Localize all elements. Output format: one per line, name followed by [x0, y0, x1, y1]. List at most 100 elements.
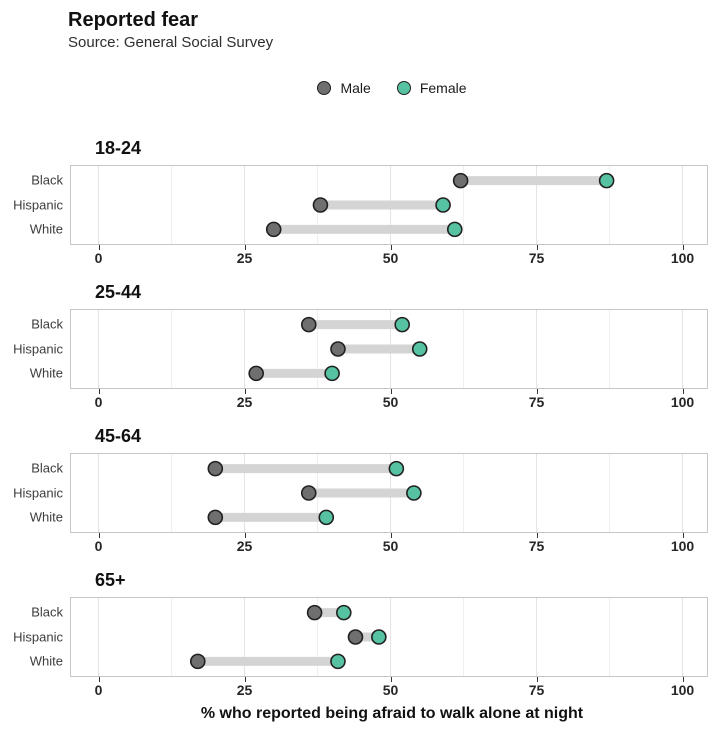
x-axis-track: 0 25 50 75 100 [70, 532, 706, 557]
x-tick-mark [98, 676, 100, 682]
x-tick-label: 100 [670, 681, 695, 698]
legend-label-male: Male [340, 79, 371, 96]
x-tick-mark [536, 532, 538, 538]
facet-title: 25-44 [95, 281, 142, 302]
male-dot [207, 509, 224, 525]
x-tick-mark [682, 244, 684, 250]
female-dot [598, 172, 615, 189]
facet-body: Black Hispanic White [0, 164, 714, 245]
x-tick-mark [390, 676, 392, 682]
female-swatch-icon [396, 80, 411, 95]
x-tick-label: 100 [670, 249, 695, 266]
y-axis-label: Hispanic [13, 485, 63, 501]
x-tick-label: 100 [670, 537, 695, 554]
x-axis-track: 0 25 50 75 100 [70, 388, 706, 413]
x-tick-label: 75 [528, 681, 545, 698]
x-tick-label: 0 [94, 249, 103, 266]
female-dot [335, 604, 352, 621]
male-dot [300, 484, 317, 501]
female-dot [394, 316, 410, 333]
x-tick-mark [390, 244, 392, 250]
legend-item-female: Female [396, 79, 467, 96]
facet-body: Black Hispanic White [0, 596, 714, 677]
male-dot [330, 340, 346, 357]
facet-section: 18-24 Black Hispanic White 0 25 50 75 100 [0, 137, 714, 269]
x-tick-label: 75 [528, 393, 545, 410]
y-axis-label: White [29, 221, 63, 237]
y-axis-label: White [29, 365, 63, 381]
female-dot [324, 365, 340, 381]
male-swatch-icon [317, 80, 332, 95]
y-axis-label: White [29, 509, 63, 525]
x-axis-spacer [0, 677, 70, 701]
chart-panel [70, 164, 708, 245]
x-tick-label: 50 [382, 537, 399, 554]
legend: Male Female [70, 79, 714, 97]
facet-title: 65+ [95, 569, 126, 590]
x-tick-mark [244, 244, 246, 250]
x-axis: 0 25 50 75 100 [0, 676, 714, 701]
facet-body: Black Hispanic White [0, 308, 714, 389]
female-dot [330, 653, 346, 669]
x-axis-title: % who reported being afraid to walk alon… [200, 704, 584, 722]
male-dot [248, 365, 264, 381]
x-tick-label: 0 [94, 537, 103, 554]
female-dot [435, 196, 451, 213]
female-dot [388, 460, 405, 477]
female-dot [446, 221, 463, 237]
x-tick-label: 0 [94, 681, 103, 698]
legend-label-female: Female [419, 79, 467, 96]
male-dot [265, 221, 282, 237]
x-axis: 0 25 50 75 100 [0, 388, 714, 413]
facet-section: 65+ Black Hispanic White 0 25 50 75 100 [0, 569, 714, 701]
x-tick-mark [98, 388, 100, 394]
y-axis-label: Hispanic [13, 197, 63, 213]
x-tick-label: 50 [382, 393, 399, 410]
x-tick-label: 25 [236, 249, 253, 266]
x-tick-mark [536, 388, 538, 394]
x-tick-label: 50 [382, 249, 399, 266]
x-tick-mark [682, 388, 684, 394]
panel-svg [98, 453, 684, 532]
x-axis: 0 25 50 75 100 [0, 244, 714, 269]
male-dot [189, 653, 206, 669]
y-axis-label: White [29, 653, 63, 669]
y-axis-labels: Black Hispanic White [0, 453, 70, 533]
male-dot [300, 316, 317, 333]
y-axis-labels: Black Hispanic White [0, 165, 70, 245]
chart-panel [70, 596, 708, 677]
x-tick-mark [682, 676, 684, 682]
x-tick-mark [390, 388, 392, 394]
x-tick-mark [536, 676, 538, 682]
male-dot [306, 604, 323, 621]
panel-svg [98, 309, 684, 388]
x-tick-mark [244, 676, 246, 682]
x-tick-label: 75 [528, 537, 545, 554]
x-tick-mark [244, 388, 246, 394]
male-dot [312, 196, 329, 213]
male-dot [452, 172, 469, 189]
chart-panel [70, 308, 708, 389]
x-tick-label: 100 [670, 393, 695, 410]
y-axis-labels: Black Hispanic White [0, 309, 70, 389]
chart-subtitle: Source: General Social Survey [68, 34, 274, 51]
x-tick-label: 25 [236, 681, 253, 698]
female-dot [318, 509, 335, 525]
legend-item-male: Male [317, 79, 371, 96]
x-tick-mark [98, 244, 100, 250]
y-axis-label: Black [31, 316, 63, 332]
male-dot [207, 460, 224, 477]
x-tick-label: 25 [236, 537, 253, 554]
x-axis-track: 0 25 50 75 100 [70, 676, 706, 701]
x-tick-mark [244, 532, 246, 538]
x-tick-mark [682, 532, 684, 538]
facet-section: 25-44 Black Hispanic White 0 25 50 75 100 [0, 281, 714, 413]
x-tick-label: 25 [236, 393, 253, 410]
x-tick-mark [98, 532, 100, 538]
facet-title: 45-64 [95, 425, 142, 446]
y-axis-label: Hispanic [13, 629, 63, 645]
facet-body: Black Hispanic White [0, 452, 714, 533]
facet-list: 18-24 Black Hispanic White 0 25 50 75 100 25-44 Bl… [0, 137, 714, 701]
chart-panel [70, 452, 708, 533]
